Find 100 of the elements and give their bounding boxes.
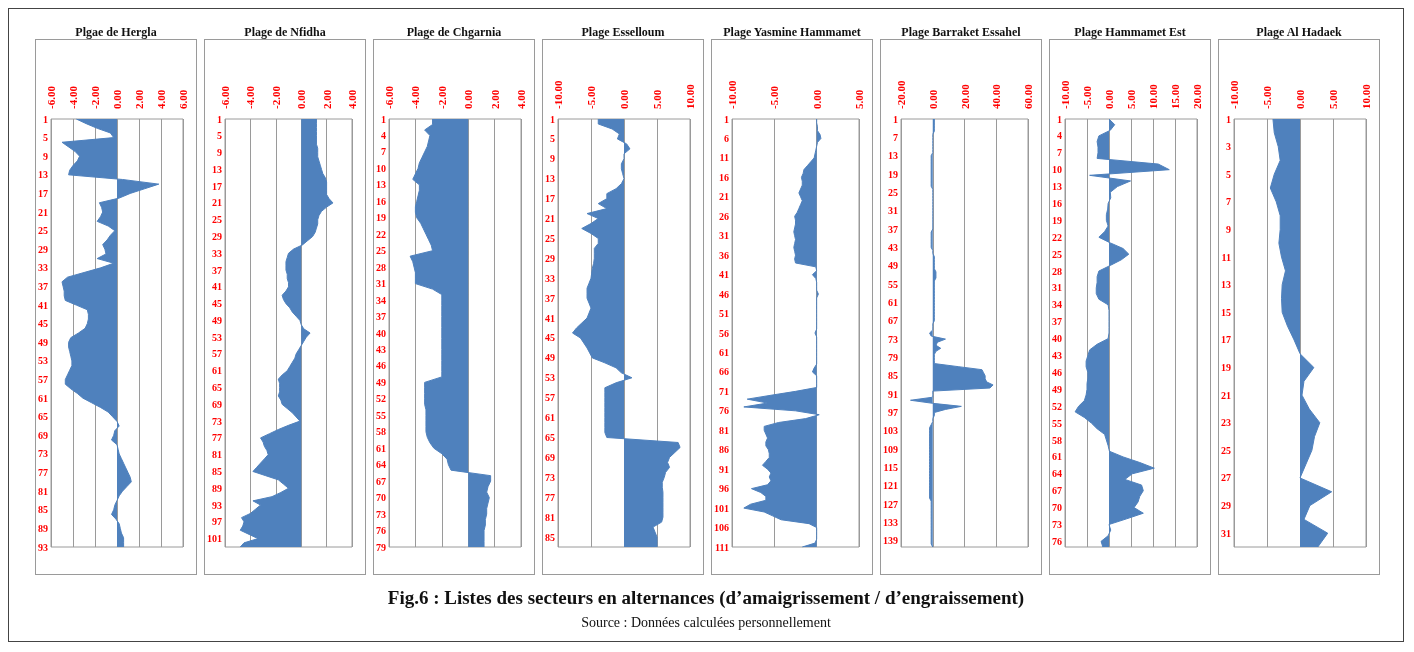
y-tick-label: 34: [1052, 299, 1062, 311]
y-tick-label: 26: [719, 210, 729, 222]
y-tick-label: 69: [212, 398, 222, 410]
y-tick-label: 51: [719, 308, 729, 320]
y-tick-label: 49: [888, 260, 898, 272]
y-tick-label: 85: [545, 531, 555, 543]
y-tick-label: 25: [1052, 248, 1062, 260]
y-tick-label: 7: [1057, 147, 1062, 159]
y-tick-label: 10: [1052, 164, 1062, 176]
y-tick-label: 115: [883, 462, 898, 474]
x-tick-label: 0.00: [295, 89, 308, 109]
y-tick-label: 81: [719, 424, 729, 436]
y-tick-label: 13: [888, 150, 898, 162]
y-tick-label: 19: [376, 212, 386, 224]
y-tick-label: 31: [376, 278, 386, 290]
y-tick-label: 7: [381, 146, 386, 158]
y-tick-label: 73: [38, 448, 48, 460]
y-tick-label: 4: [1057, 130, 1062, 142]
y-tick-label: 61: [545, 412, 555, 424]
y-tick-label: 13: [38, 169, 48, 181]
y-tick-label: 91: [719, 463, 729, 475]
y-tick-label: 5: [43, 132, 48, 144]
x-tick-label: 60.00: [1022, 83, 1034, 109]
y-tick-label: 73: [212, 415, 222, 427]
x-tick-label: 6.00: [177, 89, 189, 109]
y-tick-label: 13: [1052, 181, 1062, 193]
y-tick-label: 46: [376, 360, 386, 372]
x-tick-label: -4.00: [67, 85, 79, 109]
x-tick-label: 0.00: [926, 89, 939, 109]
x-tick-label: -20.00: [895, 80, 907, 109]
y-tick-label: 25: [212, 214, 222, 226]
y-tick-label: 13: [545, 173, 555, 185]
x-tick-label: -4.00: [409, 85, 422, 109]
y-tick-label: 85: [888, 370, 898, 382]
y-tick-label: 49: [1052, 383, 1062, 395]
y-tick-label: 73: [376, 508, 386, 520]
y-tick-label: 81: [545, 511, 555, 523]
chart-title: Plage Barraket Essahel: [901, 25, 1022, 39]
y-tick-label: 85: [212, 465, 222, 477]
y-tick-label: 31: [1052, 282, 1062, 294]
y-tick-label: 45: [38, 318, 48, 330]
x-tick-label: -10.00: [1228, 80, 1240, 109]
y-tick-label: 121: [883, 480, 898, 492]
y-tick-label: 28: [1052, 265, 1062, 277]
y-tick-label: 19: [1052, 214, 1062, 226]
x-tick-label: 2.00: [133, 89, 145, 109]
x-tick-label: 20.00: [1191, 83, 1203, 109]
y-tick-label: 57: [212, 348, 222, 360]
x-tick-label: 2.00: [488, 89, 501, 109]
y-tick-label: 64: [1052, 468, 1062, 480]
x-tick-label: -6.00: [219, 85, 231, 109]
y-tick-label: 9: [550, 153, 555, 165]
y-tick-label: 17: [212, 180, 222, 192]
y-tick-label: 13: [1221, 279, 1231, 291]
y-tick-label: 29: [212, 230, 222, 242]
y-tick-label: 16: [376, 195, 386, 207]
y-tick-label: 11: [1221, 251, 1231, 263]
x-tick-label: 4.00: [155, 89, 167, 109]
y-tick-label: 85: [38, 504, 48, 516]
y-tick-label: 97: [888, 406, 898, 418]
y-tick-label: 53: [545, 372, 555, 384]
y-tick-label: 1: [1226, 113, 1231, 125]
y-tick-label: 56: [719, 327, 729, 339]
y-tick-label: 61: [376, 442, 386, 454]
y-tick-label: 1: [550, 113, 555, 125]
y-tick-label: 70: [1052, 502, 1062, 514]
y-tick-label: 34: [376, 294, 386, 306]
x-tick-label: -5.00: [585, 85, 597, 109]
y-tick-label: 69: [545, 451, 555, 463]
y-tick-label: 93: [38, 541, 48, 553]
y-tick-label: 25: [38, 225, 48, 237]
y-tick-label: 19: [1221, 362, 1231, 374]
x-tick-label: 4.00: [515, 89, 527, 109]
y-tick-label: 70: [376, 492, 386, 504]
y-tick-label: 77: [545, 491, 555, 503]
y-tick-label: 40: [376, 327, 386, 339]
y-tick-label: 4: [381, 129, 386, 141]
y-tick-label: 7: [1226, 196, 1231, 208]
y-tick-label: 9: [217, 147, 222, 159]
y-tick-label: 89: [38, 522, 48, 534]
y-tick-label: 61: [719, 346, 729, 358]
y-tick-label: 41: [719, 269, 729, 281]
x-tick-label: 0.00: [462, 89, 475, 109]
x-tick-label: 10.00: [1147, 83, 1159, 109]
y-tick-label: 45: [212, 298, 222, 310]
chart-title: Plage de Nfidha: [244, 25, 326, 39]
y-tick-label: 71: [719, 385, 729, 397]
y-tick-label: 6: [724, 132, 729, 144]
chart-title: Plgae de Hergla: [75, 25, 157, 39]
y-tick-label: 7: [893, 131, 898, 143]
y-tick-label: 29: [545, 252, 555, 264]
chart-title: Plage Esselloum: [581, 25, 665, 39]
y-tick-label: 37: [888, 223, 898, 235]
y-tick-label: 9: [43, 150, 48, 162]
y-tick-label: 45: [545, 332, 555, 344]
y-tick-label: 93: [212, 499, 222, 511]
y-tick-label: 41: [545, 312, 555, 324]
y-tick-label: 46: [719, 288, 729, 300]
y-tick-label: 101: [207, 533, 222, 545]
y-tick-label: 79: [376, 541, 386, 553]
